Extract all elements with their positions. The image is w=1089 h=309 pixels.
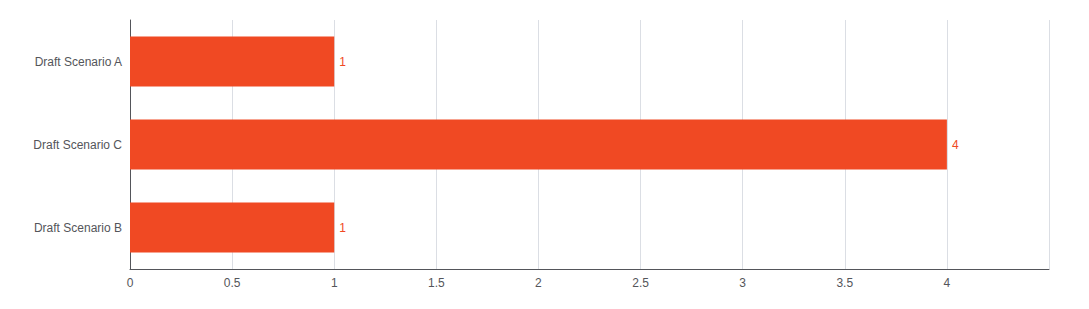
svg-text:1.5: 1.5 [428, 276, 445, 290]
svg-text:2.5: 2.5 [632, 276, 649, 290]
svg-text:4: 4 [952, 138, 959, 152]
svg-text:2: 2 [535, 276, 542, 290]
svg-text:3: 3 [739, 276, 746, 290]
svg-text:4: 4 [944, 276, 951, 290]
svg-text:3.5: 3.5 [836, 276, 853, 290]
svg-text:Draft Scenario B: Draft Scenario B [34, 221, 122, 235]
svg-text:0.5: 0.5 [224, 276, 241, 290]
svg-text:Draft Scenario C: Draft Scenario C [33, 138, 122, 152]
svg-text:1: 1 [339, 55, 346, 69]
svg-text:1: 1 [331, 276, 338, 290]
svg-text:0: 0 [127, 276, 134, 290]
svg-text:Draft Scenario A: Draft Scenario A [35, 55, 122, 69]
svg-text:1: 1 [339, 221, 346, 235]
